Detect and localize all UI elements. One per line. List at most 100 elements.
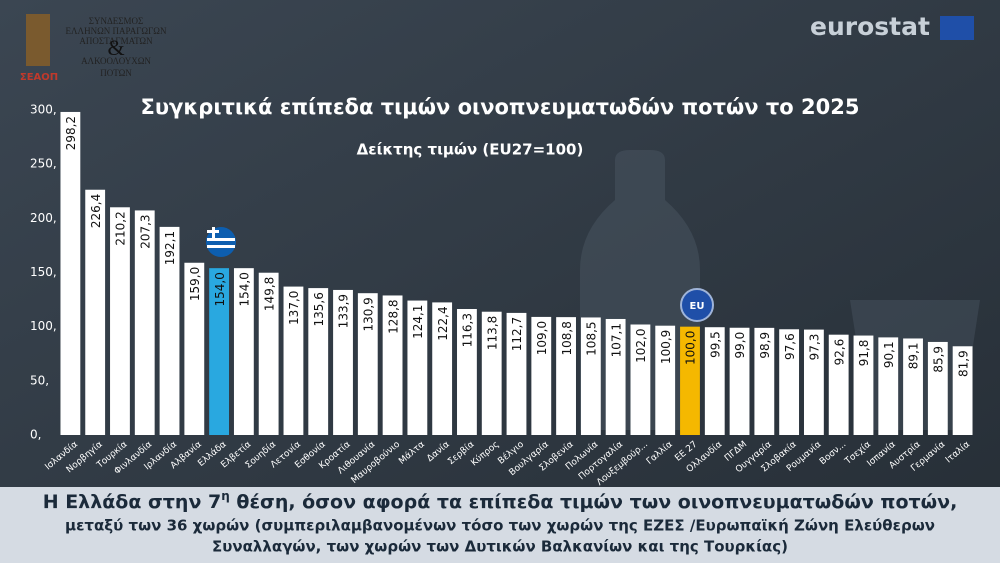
logo-text: ΣΥΝΔΕΣΜΟΣ <box>89 16 144 26</box>
y-tick-label: 0, <box>30 428 41 442</box>
bar <box>927 341 948 435</box>
bar <box>134 210 155 435</box>
y-tick-label: 150, <box>30 265 57 279</box>
value-label: 92,6 <box>832 339 846 366</box>
logo-icon <box>26 14 50 66</box>
bar <box>779 329 800 435</box>
value-label: 81,9 <box>956 350 970 377</box>
value-label: 100,9 <box>659 330 673 364</box>
bar <box>209 268 230 435</box>
footer-line: Η Ελλάδα στην 7η θέση, όσον αφορά τα επί… <box>43 489 958 513</box>
bar <box>258 272 279 435</box>
bar <box>506 312 527 435</box>
y-tick-label: 50, <box>30 373 49 387</box>
bar <box>357 293 378 435</box>
value-label: 149,8 <box>262 277 276 311</box>
bar <box>531 316 552 435</box>
y-tick-label: 100, <box>30 319 57 333</box>
bar <box>60 111 81 435</box>
bar <box>308 288 329 435</box>
y-tick-label: 250, <box>30 157 57 171</box>
bar <box>605 318 626 435</box>
value-label: 85,9 <box>932 346 946 373</box>
bar <box>407 300 428 435</box>
logo-text: ΠΟΤΩΝ <box>100 68 132 78</box>
chart-title: Συγκριτικά επίπεδα τιμών οινοπνευματωδών… <box>141 95 860 119</box>
value-label: 97,6 <box>783 333 797 360</box>
value-label: 124,1 <box>411 305 425 339</box>
y-tick-label: 300, <box>30 103 57 117</box>
logo-text: ΑΠΟΣΤΑΓΜΑΤΩΝ <box>79 36 153 46</box>
bar <box>655 325 676 435</box>
bar <box>159 226 180 435</box>
bar <box>457 309 477 435</box>
bar <box>878 337 899 435</box>
footer-sup: η <box>221 489 230 503</box>
greek-flag-badge <box>206 227 236 257</box>
bar <box>382 295 403 435</box>
value-label: 91,8 <box>857 340 871 367</box>
eu-badge-text: EU <box>690 301 705 312</box>
logo-amp: & <box>107 35 124 60</box>
bar <box>283 286 304 435</box>
bar <box>803 329 824 435</box>
bar <box>580 317 601 435</box>
value-label: 128,8 <box>386 299 400 333</box>
footer-line: Συναλλαγών, των χωρών των Δυτικών Βαλκαν… <box>212 538 788 556</box>
source-logo: eurostat <box>810 12 930 41</box>
value-label: 108,5 <box>585 321 599 355</box>
bar <box>952 346 973 435</box>
value-label: 154,0 <box>213 272 227 306</box>
bar <box>333 289 353 435</box>
value-label: 108,8 <box>560 321 574 355</box>
value-label: 159,0 <box>188 267 202 301</box>
value-label: 137,0 <box>287 291 301 325</box>
value-label: 99,5 <box>708 331 722 358</box>
bar <box>85 189 106 435</box>
value-label: 154,0 <box>238 272 252 306</box>
bar <box>828 334 849 435</box>
logo-text: ΑΛΚΟΟΛΟΥΧΩΝ <box>81 56 151 66</box>
bar <box>853 335 874 435</box>
value-label: 122,4 <box>436 306 450 340</box>
footer-panel <box>0 487 1000 563</box>
bar <box>630 324 651 435</box>
eu-flag <box>940 16 974 40</box>
logo-text: ΕΛΛΗΝΩΝ ΠΑΡΑΓΩΓΩΝ <box>66 26 167 36</box>
bar <box>481 311 502 435</box>
bar <box>110 207 130 435</box>
value-label: 192,1 <box>163 231 177 265</box>
value-label: 130,9 <box>361 297 375 331</box>
bar <box>754 327 775 435</box>
bar <box>233 268 254 435</box>
bar <box>729 327 750 435</box>
value-label: 98,9 <box>758 332 772 359</box>
value-label: 210,2 <box>114 211 128 245</box>
value-label: 99,0 <box>733 332 747 359</box>
value-label: 89,1 <box>907 342 921 369</box>
value-label: 112,7 <box>510 317 524 351</box>
value-label: 298,2 <box>64 116 78 150</box>
value-label: 135,6 <box>312 292 326 326</box>
bar <box>680 326 700 435</box>
value-label: 90,1 <box>882 341 896 368</box>
value-label: 97,3 <box>808 334 822 361</box>
bar <box>704 327 725 435</box>
bar <box>184 262 205 435</box>
value-label: 116,3 <box>461 313 475 347</box>
footer-text: Η Ελλάδα στην 7 <box>43 491 222 513</box>
eu-badge <box>680 288 714 322</box>
chart-subtitle: Δείκτης τιμών (EU27=100) <box>357 141 584 159</box>
bar <box>556 317 576 435</box>
value-label: 107,1 <box>609 323 623 357</box>
value-label: 109,0 <box>535 321 549 355</box>
value-label: 100,0 <box>684 331 698 365</box>
value-label: 226,4 <box>89 194 103 228</box>
y-tick-label: 200, <box>30 211 57 225</box>
value-label: 133,9 <box>337 294 351 328</box>
logo-short: ΣΕΑΟΠ <box>20 72 58 83</box>
footer-line: μεταξύ των 36 χωρών (συμπεριλαμβανομένων… <box>65 517 935 535</box>
value-label: 113,8 <box>485 316 499 350</box>
